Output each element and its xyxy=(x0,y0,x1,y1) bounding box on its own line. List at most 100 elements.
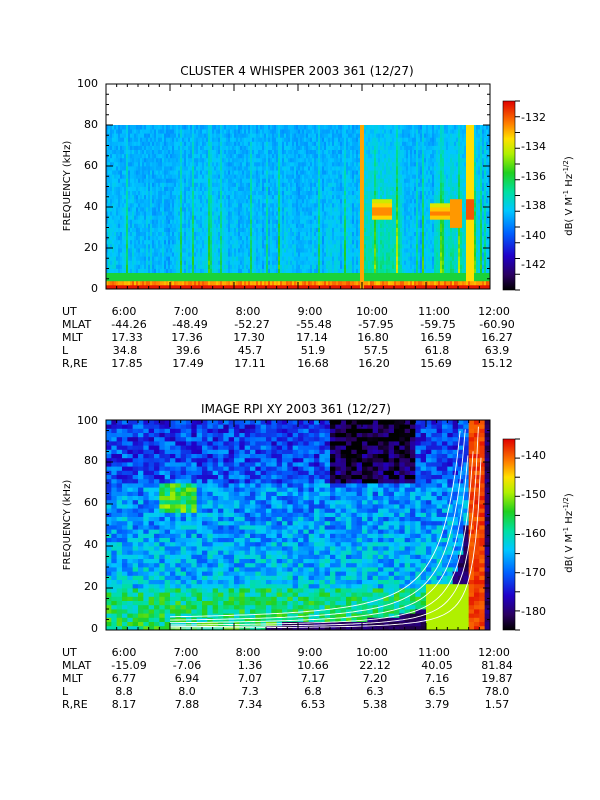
eph1-mlt-5: 16.59 xyxy=(420,331,452,344)
eph2-l-1: 8.0 xyxy=(178,685,196,698)
panel2-ytick-0: 0 xyxy=(91,622,98,635)
eph2-mlat-2: 1.36 xyxy=(238,659,263,672)
panel1-colorbar-ticks xyxy=(515,101,520,290)
eph1-rre-0: 17.85 xyxy=(111,357,143,370)
eph2-mlt-0: 6.77 xyxy=(112,672,137,685)
eph2-ut-0: 6:00 xyxy=(112,646,137,659)
eph1-l-2: 45.7 xyxy=(238,344,263,357)
eph1-ut-0: 6:00 xyxy=(112,305,137,318)
eph2-l-4: 6.3 xyxy=(366,685,384,698)
panel1-colorbar-label: dB( V M-1 Hz-1/2) xyxy=(562,156,575,236)
eph1-l-5: 61.8 xyxy=(425,344,450,357)
panel2-spectrogram xyxy=(106,420,490,630)
panel1-cbar-tick-0: -132 xyxy=(521,111,546,124)
panel2-cbar-tick-4: -180 xyxy=(521,605,546,618)
eph2-mlat-0: -15.09 xyxy=(111,659,146,672)
panel1-spectrogram xyxy=(106,125,490,289)
panel1-cbar-tick-3: -138 xyxy=(521,199,546,212)
eph2-mlt-6: 19.87 xyxy=(481,672,513,685)
eph1-ut-3: 9:00 xyxy=(298,305,323,318)
eph2-mlat-5: 40.05 xyxy=(421,659,453,672)
eph1-l-4: 57.5 xyxy=(364,344,389,357)
panel1-ytick-80: 80 xyxy=(84,118,98,131)
panel2-ytick-40: 40 xyxy=(84,538,98,551)
eph2-mlat-6: 81.84 xyxy=(481,659,513,672)
eph1-mlat-6: -60.90 xyxy=(479,318,514,331)
eph2-mlt-1: 6.94 xyxy=(175,672,200,685)
panel-cluster: CLUSTER 4 WHISPER 2003 361 (12/27) FREQU… xyxy=(62,64,575,370)
eph2-mlat-3: 10.66 xyxy=(297,659,329,672)
eph1-rre-6: 15.12 xyxy=(481,357,513,370)
eph1-mlt-3: 17.14 xyxy=(296,331,328,344)
eph2-rre-4: 5.38 xyxy=(363,698,388,711)
eph2-rre-6: 1.57 xyxy=(485,698,510,711)
eph1-l-1: 39.6 xyxy=(176,344,201,357)
eph1-mlat-5: -59.75 xyxy=(420,318,455,331)
eph1-label-l: L xyxy=(62,344,69,357)
eph2-rre-1: 7.88 xyxy=(175,698,200,711)
eph1-l-6: 63.9 xyxy=(485,344,510,357)
panel1-ytick-40: 40 xyxy=(84,200,98,213)
eph2-ut-6: 12:00 xyxy=(478,646,510,659)
panel1-ephemeris: UT MLAT MLT L R,RE 6:00 7:00 8:00 9:00 1… xyxy=(62,305,515,370)
eph1-mlt-1: 17.36 xyxy=(171,331,203,344)
eph2-rre-2: 7.34 xyxy=(238,698,263,711)
eph2-label-mlat: MLAT xyxy=(62,659,92,672)
eph2-l-3: 6.8 xyxy=(304,685,322,698)
eph1-label-mlat: MLAT xyxy=(62,318,92,331)
eph2-mlt-4: 7.20 xyxy=(363,672,388,685)
eph2-label-ut: UT xyxy=(62,646,77,659)
panel2-title: IMAGE RPI XY 2003 361 (12/27) xyxy=(201,402,391,416)
panel1-ytick-0: 0 xyxy=(91,282,98,295)
panel2-colorbar-ticks xyxy=(515,439,520,630)
eph2-mlt-2: 7.07 xyxy=(238,672,263,685)
panel2-cbar-tick-0: -140 xyxy=(521,449,546,462)
eph1-mlat-2: -52.27 xyxy=(234,318,269,331)
panel1-cbar-tick-2: -136 xyxy=(521,170,546,183)
eph2-l-0: 8.8 xyxy=(115,685,133,698)
eph1-label-mlt: MLT xyxy=(62,331,83,344)
eph2-ut-5: 11:00 xyxy=(418,646,450,659)
panel-image-rpi: IMAGE RPI XY 2003 361 (12/27) FREQUENCY … xyxy=(62,402,575,711)
eph1-mlt-2: 17.30 xyxy=(233,331,265,344)
eph2-ut-3: 9:00 xyxy=(298,646,323,659)
panel2-ytick-20: 20 xyxy=(84,580,98,593)
eph1-rre-2: 17.11 xyxy=(234,357,266,370)
eph1-rre-5: 15.69 xyxy=(420,357,452,370)
eph1-mlat-0: -44.26 xyxy=(111,318,146,331)
panel2-cbar-tick-3: -170 xyxy=(521,566,546,579)
eph2-mlat-1: -7.06 xyxy=(173,659,201,672)
eph2-l-2: 7.3 xyxy=(241,685,259,698)
panel1-ylabel: FREQUENCY (kHz) xyxy=(62,141,73,232)
panel2-cbar-tick-1: -150 xyxy=(521,488,546,501)
eph1-rre-4: 16.20 xyxy=(358,357,390,370)
eph1-mlat-1: -48.49 xyxy=(172,318,207,331)
panel2-ytick-100: 100 xyxy=(77,414,98,427)
eph1-label-ut: UT xyxy=(62,305,77,318)
eph1-mlat-4: -57.95 xyxy=(358,318,393,331)
panel2-ylabel: FREQUENCY (kHz) xyxy=(62,480,73,571)
panel2-ephemeris: UT MLAT MLT L R,RE 6:00 7:00 8:00 9:00 1… xyxy=(62,646,513,711)
eph1-ut-6: 12:00 xyxy=(478,305,510,318)
panel2-colorbar-label: dB( V M-1 Hz-1/2) xyxy=(562,493,575,573)
eph2-ut-1: 7:00 xyxy=(174,646,199,659)
panel1-cbar-tick-1: -134 xyxy=(521,140,546,153)
panel2-cbar-tick-2: -160 xyxy=(521,527,546,540)
panel1-cbar-tick-4: -140 xyxy=(521,229,546,242)
eph1-mlat-3: -55.48 xyxy=(296,318,331,331)
eph2-label-l: L xyxy=(62,685,69,698)
eph2-mlt-5: 7.16 xyxy=(425,672,450,685)
eph1-label-rre: R,RE xyxy=(62,357,88,370)
panel1-ytick-60: 60 xyxy=(84,159,98,172)
eph2-ut-2: 8:00 xyxy=(236,646,261,659)
eph1-ut-4: 10:00 xyxy=(356,305,388,318)
eph2-label-rre: R,RE xyxy=(62,698,88,711)
panel1-ytick-20: 20 xyxy=(84,241,98,254)
panel2-ytick-80: 80 xyxy=(84,454,98,467)
eph2-rre-5: 3.79 xyxy=(425,698,450,711)
eph2-l-6: 78.0 xyxy=(485,685,510,698)
eph2-rre-0: 8.17 xyxy=(112,698,137,711)
eph1-mlt-4: 16.80 xyxy=(357,331,389,344)
eph1-ut-2: 8:00 xyxy=(236,305,261,318)
